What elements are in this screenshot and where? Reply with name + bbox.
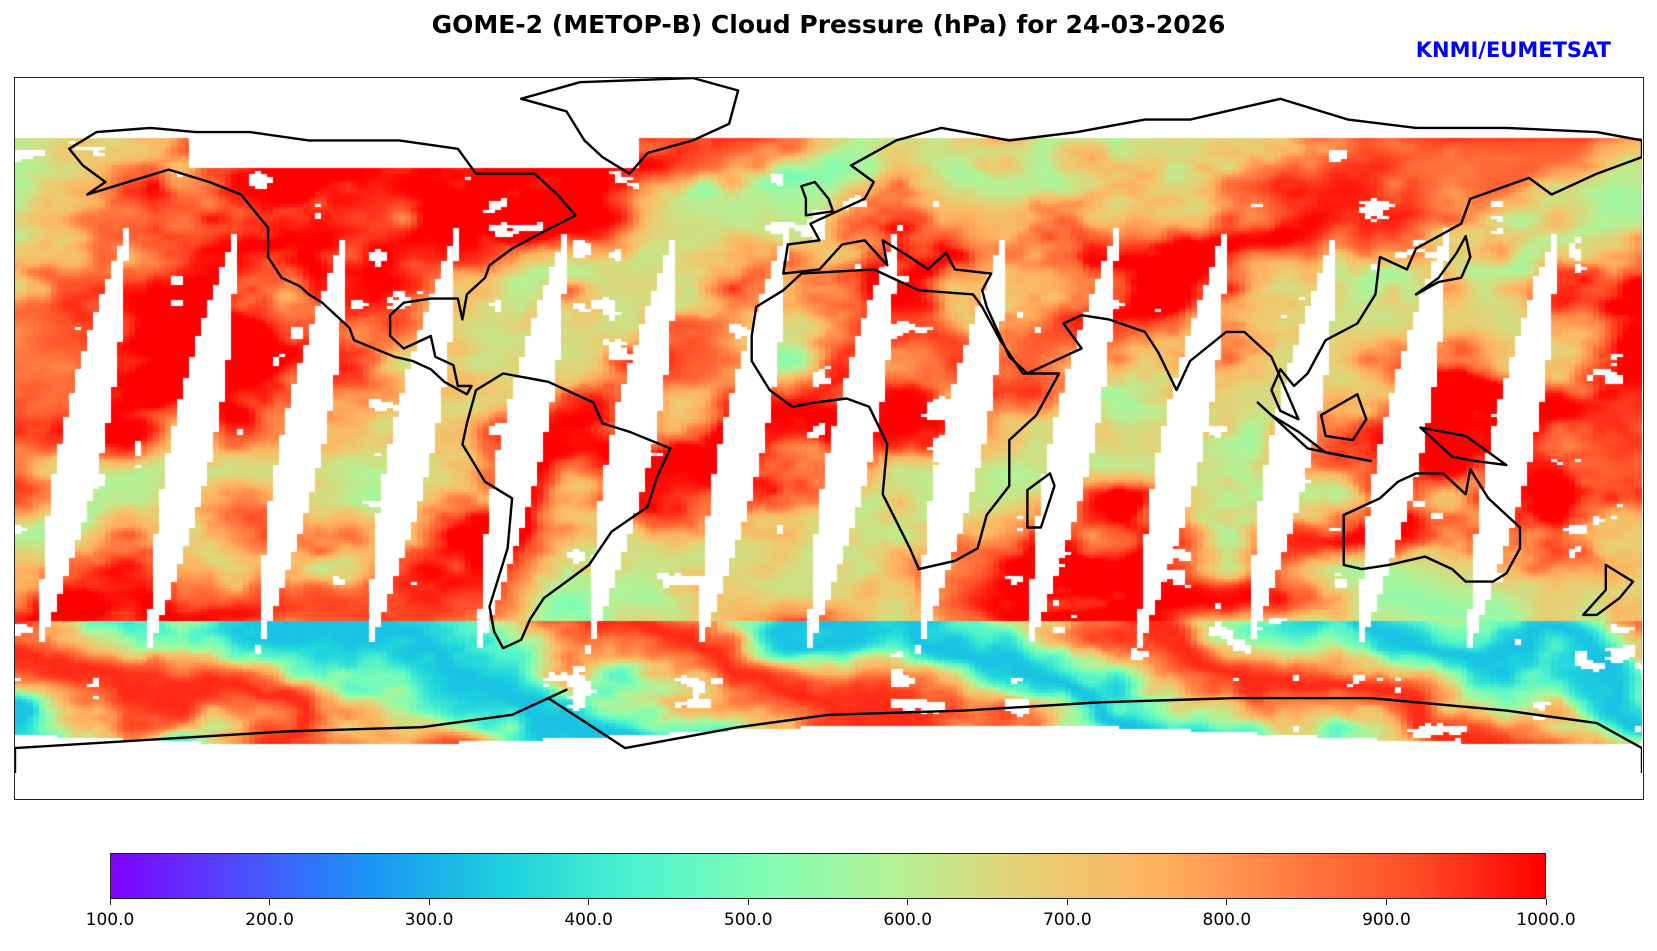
coastline-greenland bbox=[520, 78, 740, 175]
coastlines bbox=[15, 78, 1642, 773]
colorbar-tick-label: 100.0 bbox=[85, 910, 135, 930]
colorbar-tick bbox=[1226, 899, 1228, 905]
colorbar-tick-label: 300.0 bbox=[404, 910, 454, 930]
coastline-eurasia bbox=[782, 97, 1642, 421]
coastline-new-guinea bbox=[1419, 426, 1508, 467]
colorbar-tick-label: 600.0 bbox=[883, 910, 933, 930]
credit-label: KNMI/EUMETSAT bbox=[1415, 38, 1611, 62]
colorbar-tick-label: 800.0 bbox=[1202, 910, 1252, 930]
coastline-antarctica bbox=[15, 688, 1642, 773]
coastline-japan bbox=[1414, 234, 1472, 296]
coastline-australia bbox=[1342, 468, 1522, 583]
colorbar-tick bbox=[109, 899, 111, 905]
colorbar-tick bbox=[747, 899, 749, 905]
colorbar-tick bbox=[907, 899, 909, 905]
colorbar-tick-label: 1000.0 bbox=[1516, 910, 1576, 930]
colorbar-tick-label: 900.0 bbox=[1362, 910, 1411, 930]
colorbar-tick bbox=[1545, 899, 1547, 905]
coastline-indonesia bbox=[1256, 401, 1373, 463]
colorbar-tick bbox=[588, 899, 590, 905]
colorbar-tick-label: 200.0 bbox=[245, 910, 294, 930]
map-panel[interactable] bbox=[14, 77, 1644, 800]
coastline-new-zealand bbox=[1581, 563, 1635, 617]
coastline-africa bbox=[750, 268, 1061, 571]
coastline-south-america bbox=[461, 372, 672, 650]
colorbar bbox=[110, 853, 1546, 899]
colorbar-tick-label: 700.0 bbox=[1042, 910, 1092, 930]
colorbar-tick bbox=[1066, 899, 1068, 905]
colorbar-tick-label: 500.0 bbox=[723, 910, 773, 930]
chart-title: GOME-2 (METOP-B) Cloud Pressure (hPa) fo… bbox=[431, 10, 1226, 39]
coastline-north-america bbox=[68, 126, 577, 396]
colorbar-tick bbox=[1385, 899, 1387, 905]
colorbar-tick bbox=[269, 899, 271, 905]
coastline-borneo bbox=[1319, 393, 1368, 442]
colorbar-tick bbox=[428, 899, 430, 905]
coastline-madagascar bbox=[1026, 472, 1056, 529]
colorbar-tick-label: 400.0 bbox=[564, 910, 613, 930]
coastline-british-isles bbox=[800, 180, 835, 217]
